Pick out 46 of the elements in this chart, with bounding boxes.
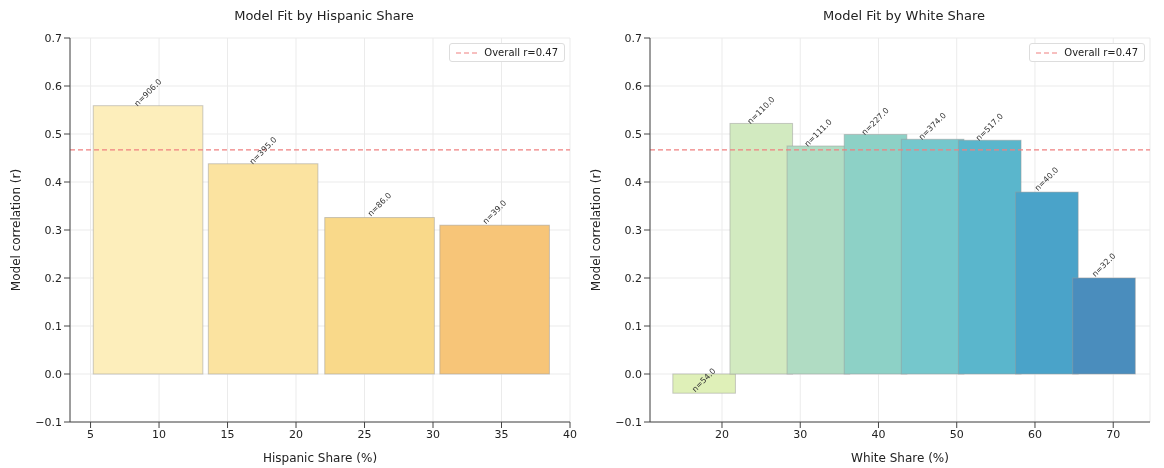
x-tick-label: 35 <box>494 427 509 441</box>
x-tick-label: 40 <box>563 427 577 441</box>
x-tick-label: 20 <box>289 427 304 441</box>
bar <box>92 105 204 375</box>
y-tick-label: 0.3 <box>44 223 62 237</box>
y-tick-label: 0.6 <box>44 79 62 93</box>
x-tick-label: 40 <box>871 427 886 441</box>
chart-title: Model Fit by Hispanic Share <box>233 8 415 25</box>
y-tick-label: 0.5 <box>624 127 642 141</box>
y-axis-title: Model correlation (r) <box>589 168 604 292</box>
bar <box>439 224 550 375</box>
chart-title: Model Fit by White Share <box>821 8 987 25</box>
x-tick-label: 60 <box>1027 427 1042 441</box>
legend-label: Overall r=0.47 <box>484 47 558 58</box>
x-tick-label: 10 <box>152 427 167 441</box>
x-tick-label: 30 <box>426 427 441 441</box>
x-tick-label: 20 <box>714 427 729 441</box>
y-tick-label: −0.1 <box>35 415 62 429</box>
x-tick-label: 15 <box>220 427 235 441</box>
bar <box>207 163 319 375</box>
y-tick-label: 0.1 <box>44 319 62 333</box>
x-tick-label: 25 <box>357 427 372 441</box>
y-tick-label: 0.2 <box>624 271 642 285</box>
bar <box>324 217 435 375</box>
y-tick-label: 0.5 <box>44 127 62 141</box>
y-tick-label: 0.0 <box>624 367 642 381</box>
y-tick-label: 0.3 <box>624 223 642 237</box>
legend-box: Overall r=0.47 <box>1029 43 1145 62</box>
y-tick-label: 0.0 <box>44 367 62 381</box>
y-tick-label: −0.1 <box>615 415 642 429</box>
x-tick-label: 70 <box>1106 427 1121 441</box>
y-tick-label: 0.7 <box>624 31 642 45</box>
x-tick-label: 5 <box>87 427 95 441</box>
y-tick-label: 0.6 <box>624 79 642 93</box>
y-axis-title: Model correlation (r) <box>9 168 24 292</box>
x-axis-title: White Share (%) <box>851 451 949 465</box>
x-tick-label: 30 <box>793 427 808 441</box>
x-tick-label: 50 <box>949 427 964 441</box>
y-tick-label: 0.4 <box>624 175 642 189</box>
y-tick-label: 0.4 <box>44 175 62 189</box>
legend-label: Overall r=0.47 <box>1064 47 1138 58</box>
y-tick-label: 0.7 <box>44 31 62 45</box>
x-axis-title: Hispanic Share (%) <box>262 451 378 465</box>
y-tick-label: 0.1 <box>624 319 642 333</box>
legend-box: Overall r=0.47 <box>449 43 565 62</box>
y-tick-label: 0.2 <box>44 271 62 285</box>
